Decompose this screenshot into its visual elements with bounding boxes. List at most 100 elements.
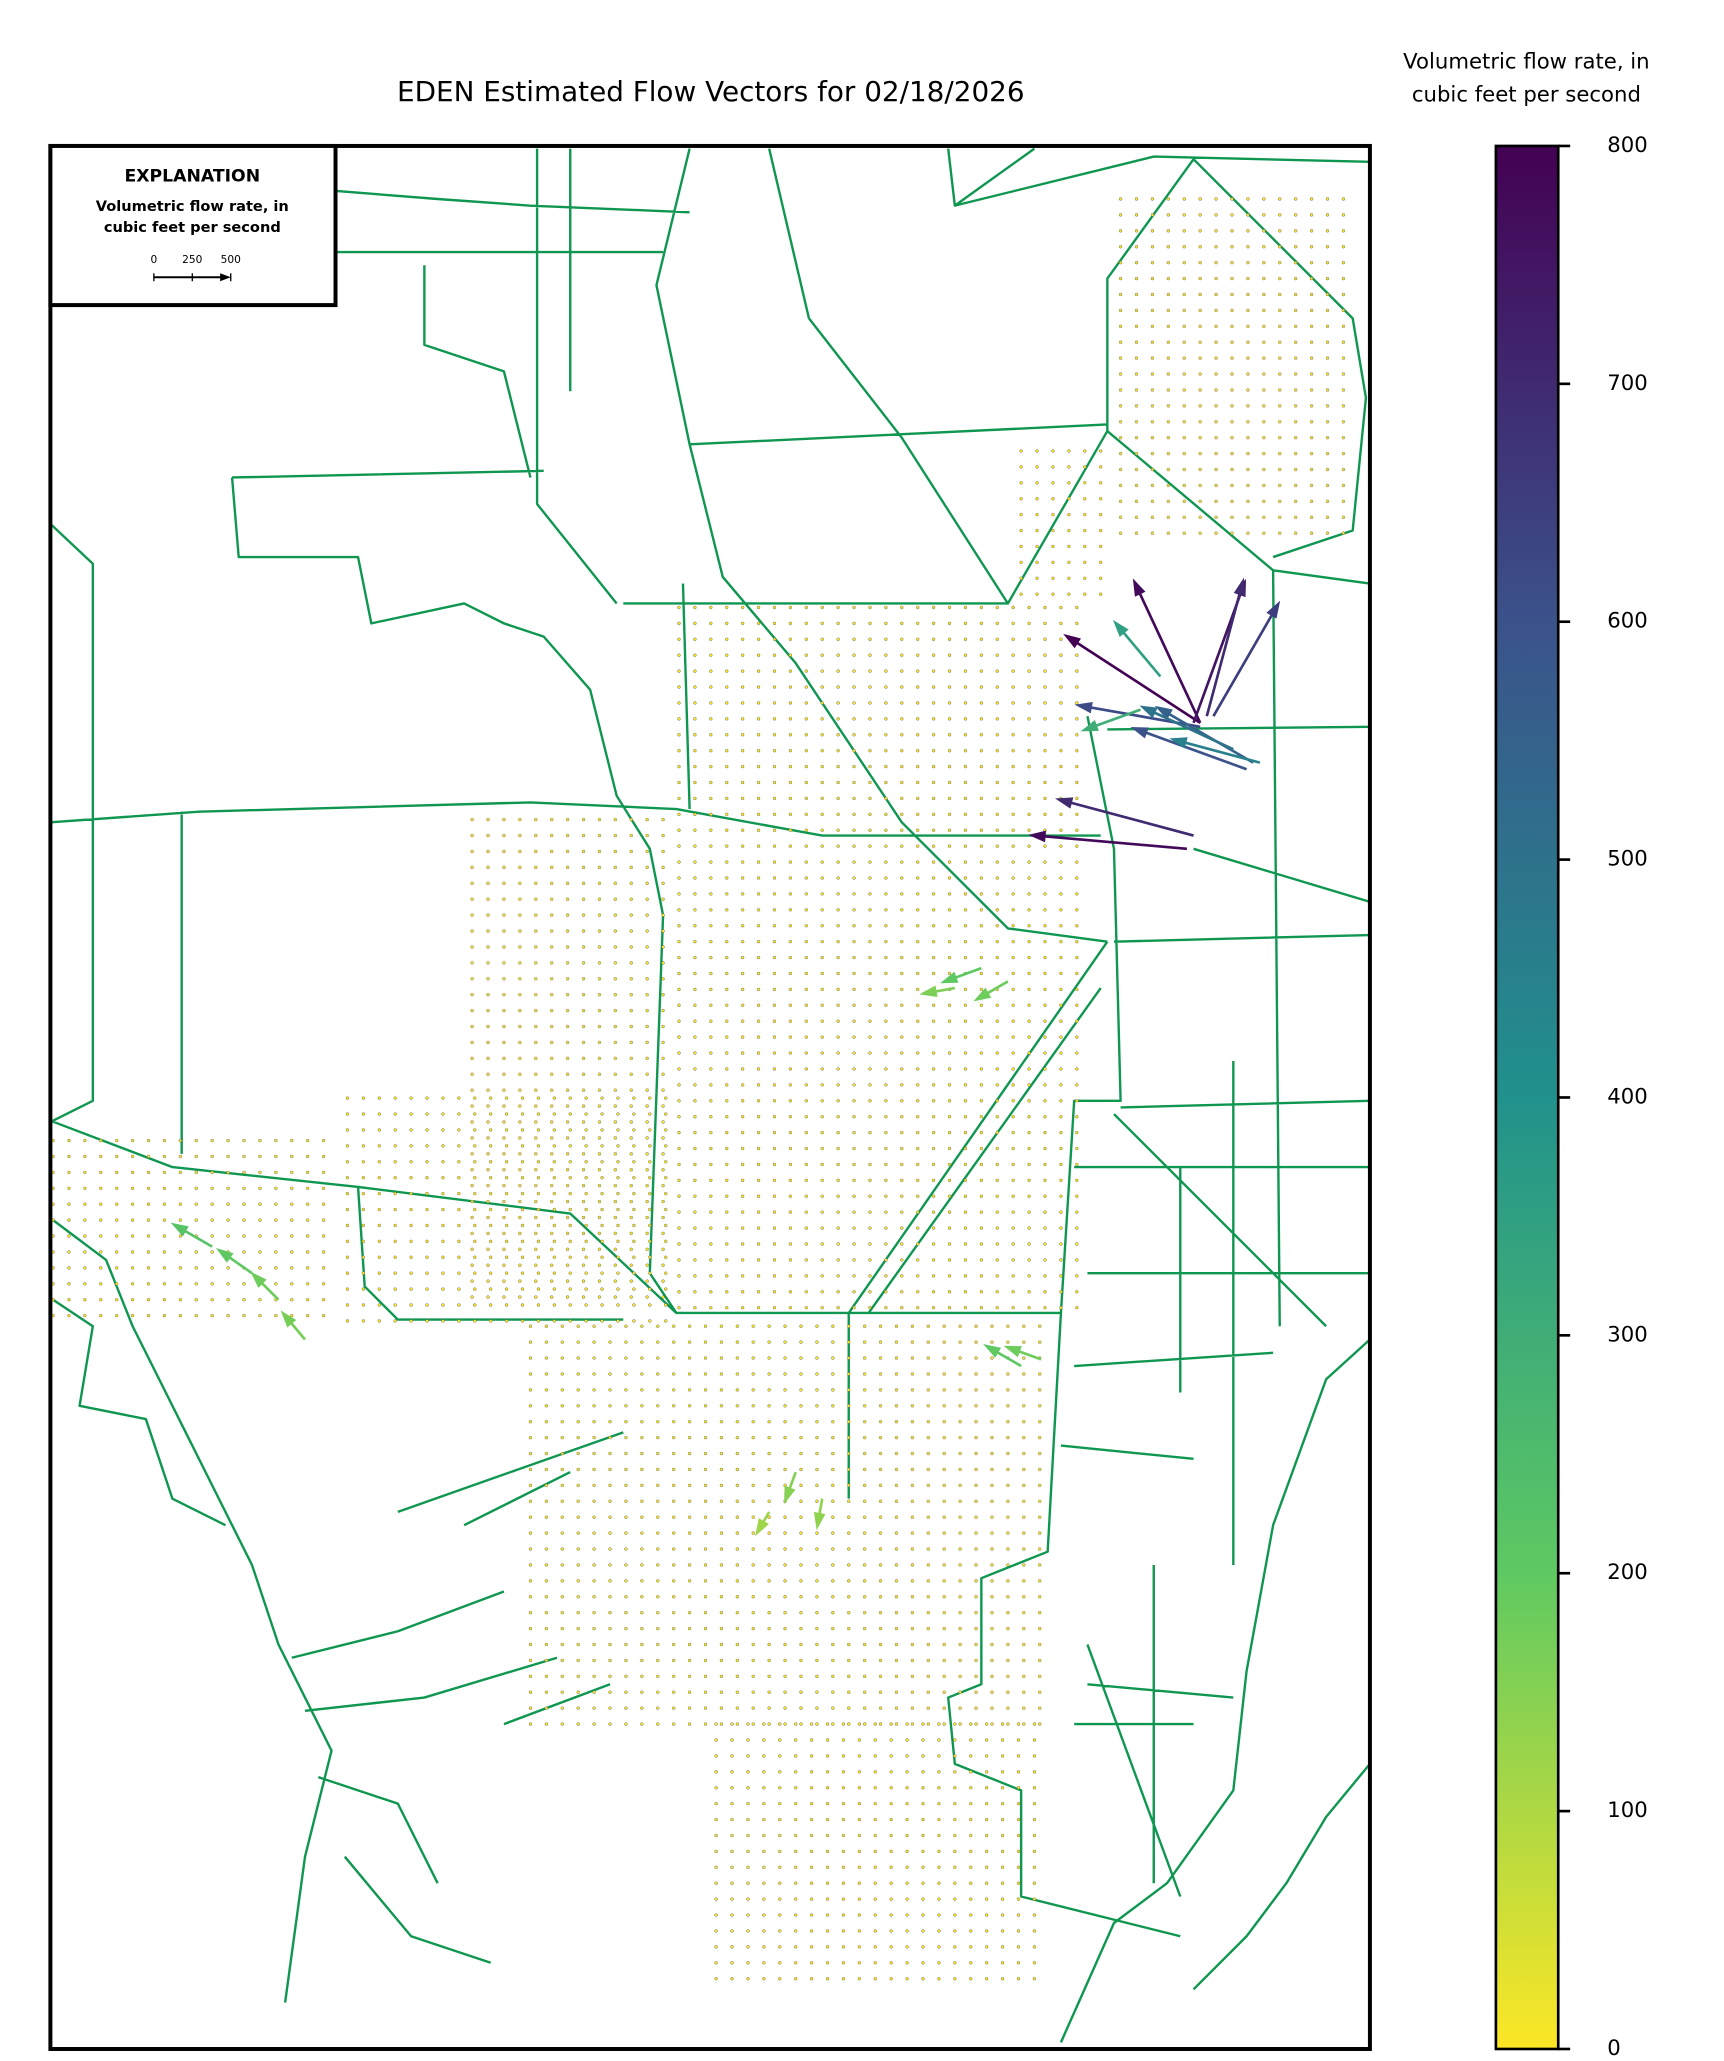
flow-dot [597,1263,602,1267]
flow-dot [629,1088,633,1092]
flow-dot [820,733,824,737]
flow-dot [565,1263,570,1267]
flow-dot [664,1303,668,1307]
flow-dot [799,1531,803,1535]
flow-dot [772,1067,777,1071]
flow-dot [709,987,713,992]
flow-dot [576,1611,580,1615]
flow-dot [942,1372,946,1376]
flow-dot [969,1754,973,1758]
flow-dot [581,1295,586,1299]
flow-dot [552,1223,556,1228]
flow-dot [565,1104,570,1108]
flow-dot [709,637,713,641]
flow-dot [852,1067,856,1071]
flow-dot [592,1626,596,1631]
flow-dot [648,1096,652,1100]
flow-dot [645,1056,649,1061]
flow-dot [1341,213,1346,217]
flow-dot [756,780,761,785]
flow-dot [815,1467,819,1472]
flow-dot [1293,308,1298,313]
flow-dot [746,1897,750,1901]
flow-dot [963,1099,968,1103]
flow-dot [486,945,490,949]
flow-dot [1059,605,1063,610]
flow-dot [146,1154,151,1159]
flow-dot [1059,1274,1063,1278]
flow-dot [1309,451,1314,456]
flow-dot [873,1881,877,1885]
flow-dot [884,955,888,960]
flow-dot [799,1467,803,1472]
flow-dot [1059,1146,1063,1151]
flow-dot [1198,531,1202,535]
flow-dot [441,1160,445,1164]
flow-dot [1075,1003,1079,1007]
flow-dot [1083,592,1087,596]
flow-dot [1118,229,1123,233]
flow-dot [719,1388,724,1392]
flow-dot [852,987,856,992]
flow-dot [361,1319,366,1323]
flow-dot [762,1770,766,1774]
flow-dot [648,1255,652,1259]
flow-dot [632,1191,636,1196]
flow-dot [1341,308,1346,313]
flow-dot [815,1435,819,1440]
flow-dot [1027,1067,1031,1071]
flow-dot [489,1239,493,1244]
flow-dot [581,1184,586,1188]
flow-dot [441,1207,445,1212]
flow-dot [1038,1372,1042,1376]
flow-dot [740,987,745,992]
flow-dot [900,1274,904,1278]
flow-dot [489,1319,493,1323]
flow-dot [921,1881,925,1885]
flow-dot [1006,1324,1010,1328]
flow-dot [852,1210,856,1214]
flow-dot [1043,1067,1047,1071]
flow-dot [809,1786,814,1790]
flow-dot [958,1579,962,1583]
flow-dot [852,749,856,753]
flow-dot [1293,213,1298,217]
flow-dot [799,1451,803,1456]
flow-dot [900,717,904,721]
flow-dot [725,955,729,960]
flow-dot [931,653,936,657]
flow-dot [1166,483,1170,488]
flow-dot [772,653,777,657]
flow-dot [1278,213,1282,217]
flow-dot [576,1483,580,1488]
flow-dot [550,1152,554,1156]
flow-dot [1006,1483,1010,1488]
flow-dot [1043,1274,1047,1278]
flow-dot [804,701,808,705]
flow-dot [809,1738,814,1742]
flow-dot [597,1088,602,1092]
flow-dot [425,1176,429,1180]
flow-dot [645,1295,649,1299]
flow-dot [979,955,984,960]
flow-dot [820,1210,824,1214]
flow-dot [709,971,713,976]
flow-dot [1051,560,1055,565]
flow-dot [528,1356,533,1360]
flow-vector [1130,726,1248,771]
flow-dot [624,1642,628,1647]
flow-dot [470,1072,474,1076]
flow-dot [868,669,872,673]
flow-dot [809,1849,814,1854]
flow-dot [772,717,777,721]
flow-dot [1022,1356,1026,1360]
flow-dot [1150,499,1155,504]
flow-dot [441,1287,445,1291]
flow-dot [624,1515,628,1519]
flow-dot [847,1340,851,1344]
flow-dot [937,1833,941,1838]
flow-dot [1246,245,1250,249]
flow-dot [985,1897,989,1901]
flow-dot [884,1083,888,1087]
flow-dot [130,1170,135,1175]
